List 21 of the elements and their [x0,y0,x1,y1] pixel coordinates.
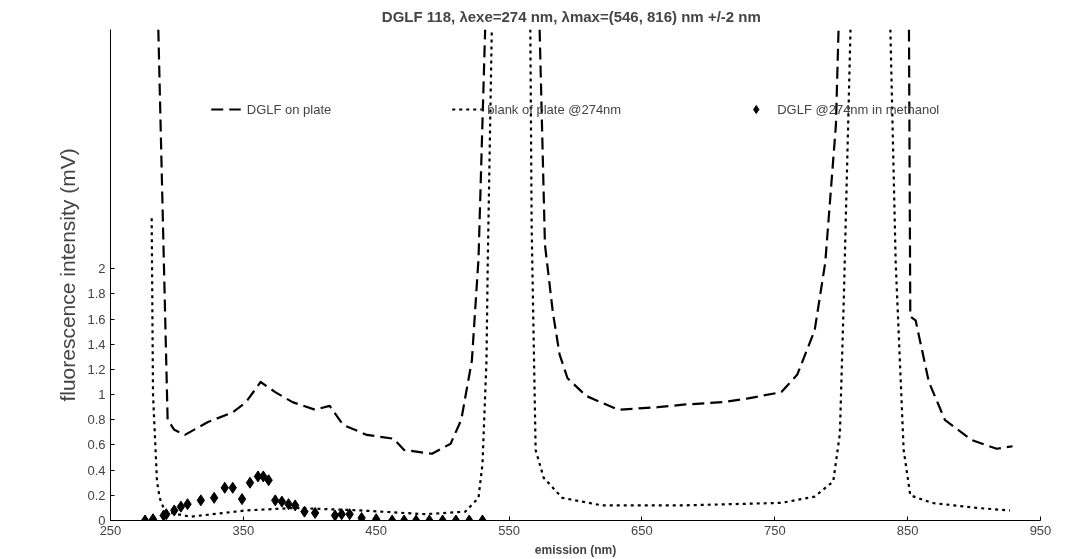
y-tick-label: 0.4 [87,462,106,478]
x-tick-label: 750 [763,522,786,538]
y-tick-label: 2 [98,261,106,277]
y-tick-label: 1 [98,387,106,403]
x-tick-label: 350 [232,522,255,538]
x-axis-title: emission (nm) [534,542,617,557]
x-tick-label: 850 [896,522,919,538]
y-tick-label: 1.2 [87,361,106,377]
y-tick-label: 0.8 [87,412,106,428]
y-tick-label: 1.4 [87,336,106,352]
y-tick-label: 1.8 [87,286,106,302]
x-tick-label: 650 [631,522,653,538]
x-tick-label: 550 [498,522,520,538]
chart-title: DGLF 118, λexe=274 nm, λmax=(546, 816) nm +/-2 nm [381,7,761,25]
y-tick-label: 0.6 [87,437,106,453]
y-tick-label: 1.6 [87,311,106,327]
x-tick-label: 950 [1029,522,1052,538]
legend-label: DGLF on plate [246,101,332,117]
x-tick-label: 450 [365,522,388,538]
y-axis-title: fluorescence intensity (mV) [56,148,80,402]
y-tick-label: 0.2 [87,487,106,503]
